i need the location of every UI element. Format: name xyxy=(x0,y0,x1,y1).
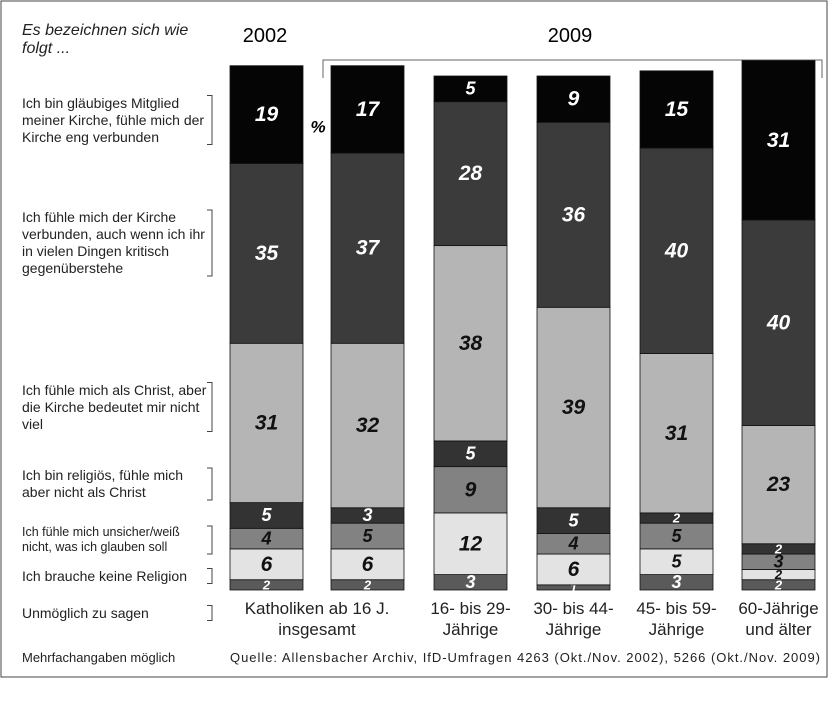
value-label: 6 xyxy=(568,558,580,581)
bar-segment xyxy=(330,342,405,509)
bar-segment xyxy=(433,245,508,442)
bar-segment xyxy=(330,152,405,344)
value-label: 2 xyxy=(774,541,783,556)
legend-bracket xyxy=(207,605,213,621)
legend-bracket xyxy=(207,568,213,584)
bar-segment xyxy=(639,522,714,550)
legend-bracket xyxy=(207,382,213,432)
value-label: 9 xyxy=(568,88,580,111)
bar-segment xyxy=(741,60,816,221)
bar-segment xyxy=(536,553,611,586)
value-label: 3 xyxy=(671,572,681,592)
value-label: 2 xyxy=(262,577,271,592)
value-label: 4 xyxy=(567,533,578,553)
value-label: 5 xyxy=(671,551,682,571)
value-label: 5 xyxy=(671,526,682,546)
value-label: 1 xyxy=(570,580,577,595)
year-label: 2009 xyxy=(548,25,593,47)
legend-label: Ich brauche keine Religion xyxy=(22,567,187,584)
legend-label: Unmöglich zu sagen xyxy=(22,604,149,621)
value-label: 38 xyxy=(459,332,483,355)
bar-segment xyxy=(741,219,816,426)
note: Mehrfachangaben möglich xyxy=(22,650,175,665)
bar-segment xyxy=(536,306,611,509)
bar-segment xyxy=(639,70,714,149)
value-label: 19 xyxy=(255,103,279,126)
value-label: 31 xyxy=(255,411,278,434)
legend-bracket xyxy=(207,525,213,555)
value-label: 28 xyxy=(458,162,483,185)
legend-label: Ich fühle mich unsicher/weiß nicht, was … xyxy=(22,525,180,554)
value-label: 9 xyxy=(465,478,477,501)
value-label: 4 xyxy=(260,528,271,548)
value-label: 6 xyxy=(261,553,273,576)
bar-segment xyxy=(536,121,611,308)
bar-segment xyxy=(536,507,611,534)
unit-label: % xyxy=(310,117,325,136)
bar-segment xyxy=(536,75,611,123)
value-label: 40 xyxy=(766,311,791,334)
value-label: 5 xyxy=(568,510,579,530)
bar-segment xyxy=(330,65,405,154)
value-label: 31 xyxy=(767,129,790,152)
bar-segment xyxy=(741,425,816,545)
bar-segment xyxy=(433,75,508,103)
bar-segment xyxy=(433,512,508,575)
value-label: 40 xyxy=(664,239,689,262)
legend-label: Ich fühle mich der Kirche verbunden, auc… xyxy=(22,209,205,276)
legend-bracket xyxy=(207,209,213,277)
value-label: 36 xyxy=(562,203,586,226)
value-label: 31 xyxy=(665,422,688,445)
value-label: 5 xyxy=(465,444,476,464)
x-tick-label: 60-Jährige und älter xyxy=(738,599,819,639)
bar-segment xyxy=(229,502,304,529)
value-label: 39 xyxy=(562,396,586,419)
value-label: 5 xyxy=(465,79,476,99)
x-tick-label: 30- bis 44-Jährige xyxy=(533,599,614,639)
value-label: 5 xyxy=(362,526,373,546)
bar-segment xyxy=(433,101,508,247)
legend-label: Ich fühle mich als Christ, aber die Kirc… xyxy=(22,381,207,432)
value-label: 5 xyxy=(261,505,272,525)
chart-title: Es bezeichnen sich wie folgt ... xyxy=(22,22,189,57)
value-label: 12 xyxy=(459,532,483,555)
bar-segment xyxy=(229,65,304,164)
bar-segment xyxy=(229,162,304,344)
bar-segment xyxy=(639,147,714,354)
bar-segment xyxy=(639,353,714,514)
legend-label: Ich bin religiös, fühle mich aber nicht … xyxy=(22,467,184,500)
value-label: 37 xyxy=(356,237,381,260)
value-label: 17 xyxy=(356,98,381,121)
value-label: 3 xyxy=(773,551,783,571)
x-tick-label: 16- bis 29-Jährige xyxy=(430,599,511,639)
value-label: 23 xyxy=(766,473,791,496)
year-bracket xyxy=(322,59,823,78)
value-label: 15 xyxy=(665,98,689,121)
value-label: 6 xyxy=(362,553,374,576)
legend-label: Ich bin gläubiges Mitglied meiner Kirche… xyxy=(22,94,205,145)
value-label: 2 xyxy=(363,577,372,592)
value-label: 35 xyxy=(255,242,279,265)
x-tick-label: Katholiken ab 16 J. insgesamt xyxy=(244,599,390,639)
x-tick-label: 45- bis 59-Jährige xyxy=(636,599,717,639)
note: Quelle: Allensbacher Archiv, IfD-Umfrage… xyxy=(230,650,820,665)
frame xyxy=(0,0,828,678)
bar-segment xyxy=(433,440,508,468)
bar-segment xyxy=(330,522,405,550)
legend-bracket xyxy=(207,467,213,501)
value-label: 3 xyxy=(362,505,372,525)
value-label: 2 xyxy=(774,577,783,592)
value-label: 32 xyxy=(356,414,380,437)
year-label: 2002 xyxy=(243,25,288,47)
value-label: 3 xyxy=(465,572,475,592)
legend-bracket xyxy=(207,95,213,145)
value-label: 2 xyxy=(774,567,783,582)
value-label: 2 xyxy=(672,510,681,525)
